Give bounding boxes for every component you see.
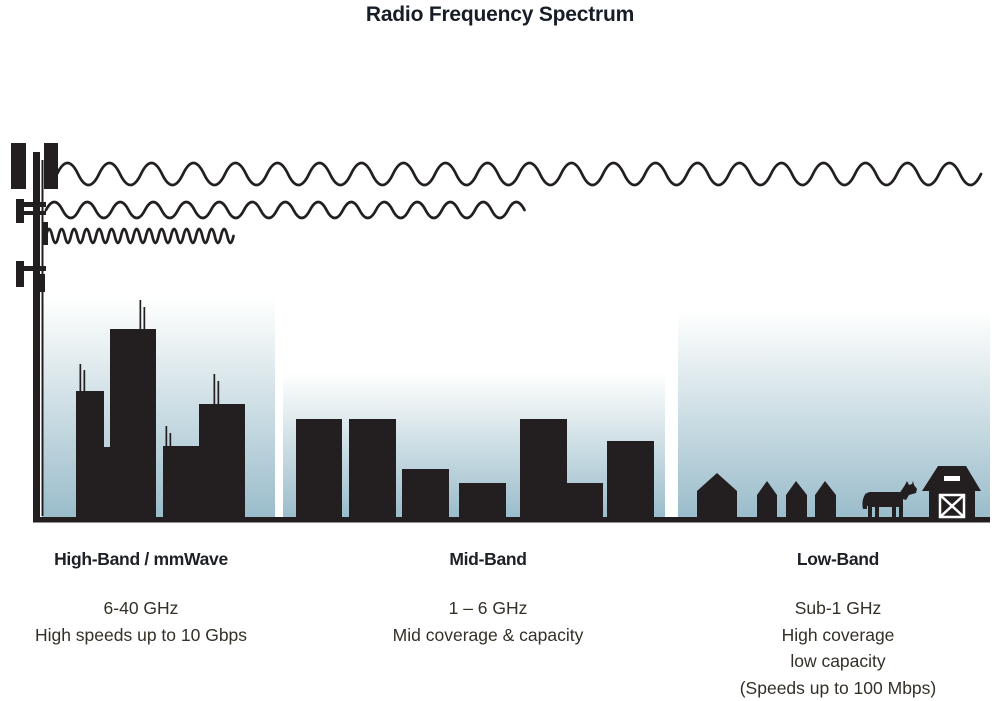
band-label-mid: Mid-Band 1 – 6 GHz Mid coverage & capaci… <box>338 549 638 648</box>
band-frequency-high: 6-40 GHz <box>0 595 291 622</box>
band-name-mid: Mid-Band <box>338 549 638 570</box>
band-description-low-1: High coverage <box>688 622 988 649</box>
band-name-high: High-Band / mmWave <box>0 549 291 570</box>
radio-waves <box>46 163 981 243</box>
band-name-low: Low-Band <box>688 549 988 570</box>
band-frequency-mid: 1 – 6 GHz <box>338 595 638 622</box>
band-frequency-low: Sub-1 GHz <box>688 595 988 622</box>
low-frequency-long-wave <box>57 163 981 185</box>
mid-frequency-wave <box>46 202 525 218</box>
band-description-low-2: low capacity <box>688 648 988 675</box>
band-label-low: Low-Band Sub-1 GHz High coverage low cap… <box>688 549 988 701</box>
band-description-low-3: (Speeds up to 100 Mbps) <box>688 675 988 701</box>
band-description-mid: Mid coverage & capacity <box>338 622 638 649</box>
high-frequency-short-wave <box>46 229 234 243</box>
band-label-high: High-Band / mmWave 6-40 GHz High speeds … <box>0 549 291 648</box>
band-description-high: High speeds up to 10 Gbps <box>0 622 291 649</box>
